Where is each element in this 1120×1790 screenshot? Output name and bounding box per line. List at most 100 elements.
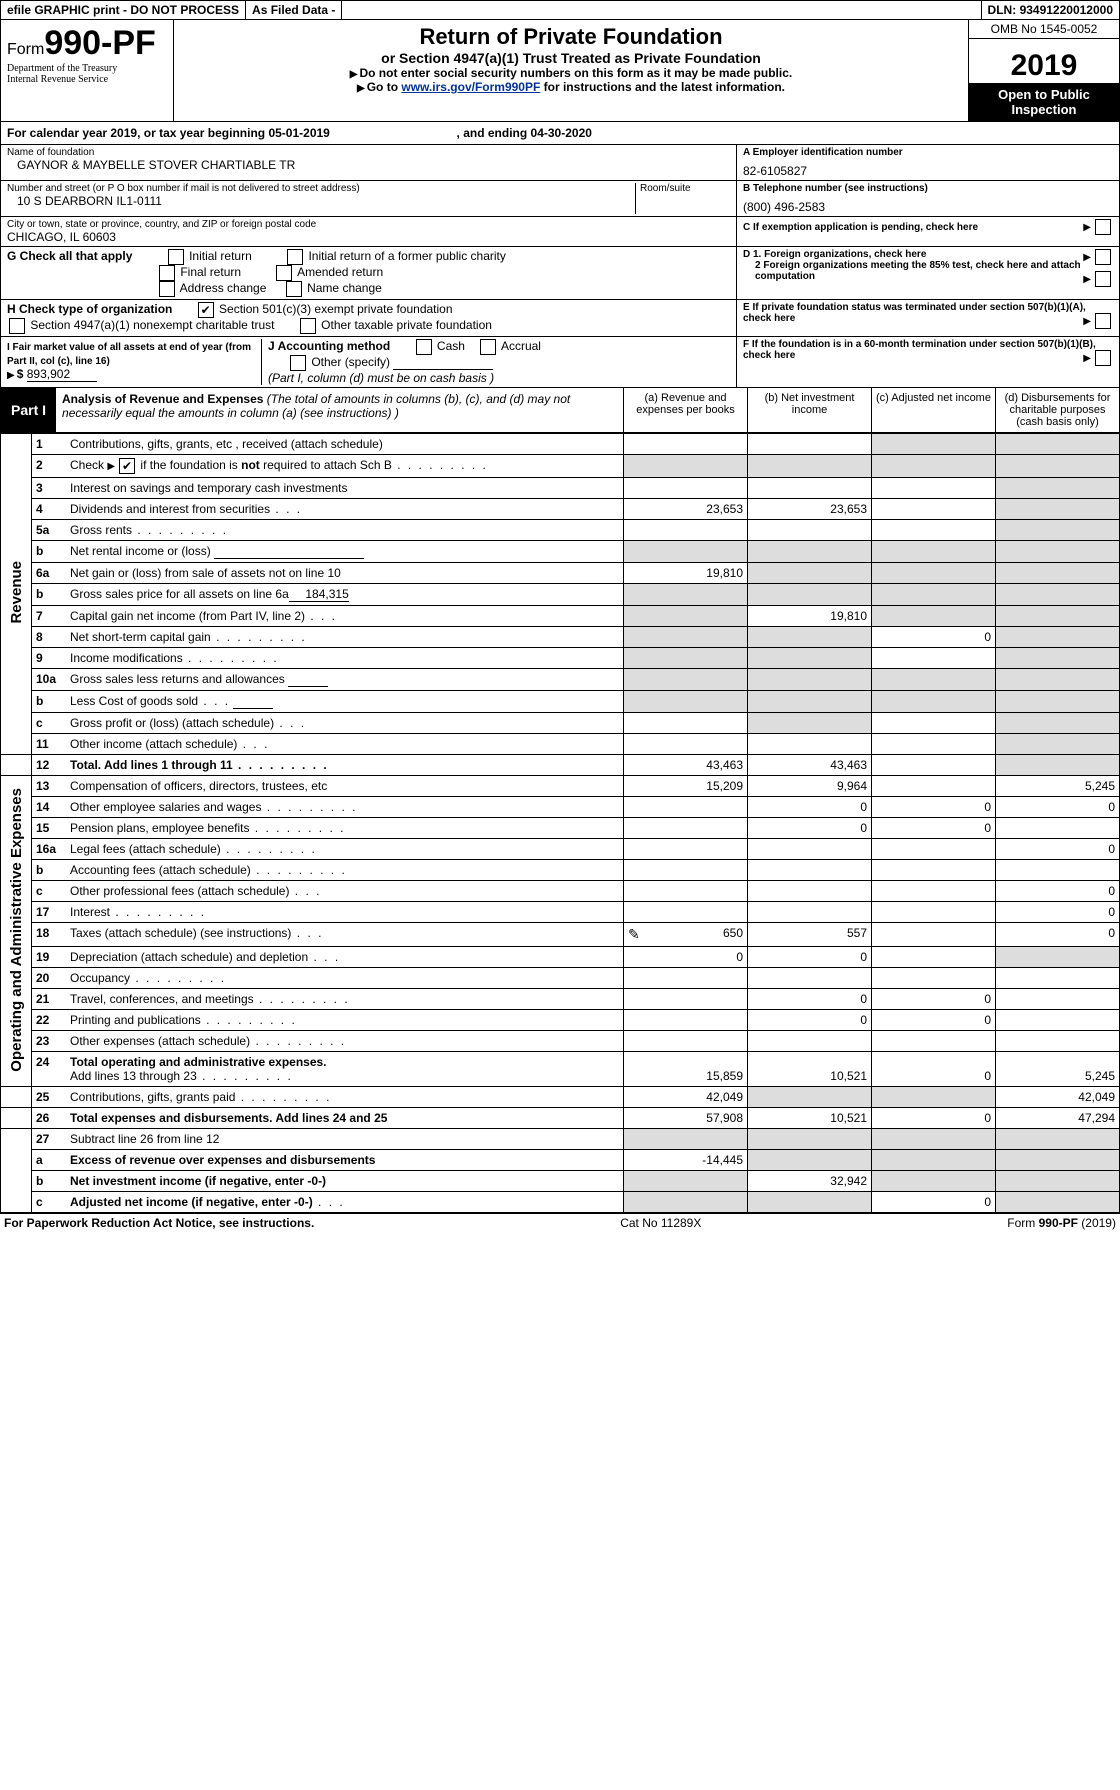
opt-initial-return: Initial return: [189, 249, 252, 263]
checkbox-e[interactable]: [1095, 313, 1111, 329]
checkbox-4947[interactable]: [9, 318, 25, 334]
line-26-col-b: 10,521: [748, 1108, 872, 1129]
table-row: 19 Depreciation (attach schedule) and de…: [1, 947, 1120, 968]
line-9-desc: Income modifications: [66, 648, 624, 669]
line-24-col-d: 5,245: [996, 1052, 1120, 1087]
checkbox-name-change[interactable]: [286, 281, 302, 297]
checkbox-other-method[interactable]: [290, 355, 306, 371]
col-b-header: (b) Net investment income: [748, 388, 872, 432]
line-3-desc: Interest on savings and temporary cash i…: [66, 478, 624, 499]
line-16a-col-d: 0: [996, 839, 1120, 860]
line-6b-inset: 184,315: [289, 587, 349, 602]
line-24-col-a: 15,859: [624, 1052, 748, 1087]
arrow-icon: [1083, 219, 1093, 233]
line-14-col-d: 0: [996, 797, 1120, 818]
checkbox-d1[interactable]: [1095, 249, 1111, 265]
room-label: Room/suite: [640, 183, 730, 194]
form-header: Form990-PF Department of the Treasury In…: [0, 20, 1120, 122]
irs-link[interactable]: www.irs.gov/Form990PF: [401, 80, 540, 94]
checkbox-other-taxable[interactable]: [300, 318, 316, 334]
checkbox-address-change[interactable]: [159, 281, 175, 297]
checkbox-f[interactable]: [1095, 350, 1111, 366]
topbar-spacer: [342, 1, 981, 19]
checkbox-sch-b[interactable]: ✔: [119, 458, 135, 474]
table-row: 17 Interest 0: [1, 902, 1120, 923]
cal-end: 04-30-2020: [531, 126, 592, 140]
line-6a-desc: Net gain or (loss) from sale of assets n…: [66, 563, 624, 584]
form-number: 990-PF: [44, 24, 156, 62]
line-22-desc: Printing and publications: [66, 1010, 624, 1031]
box-c-label: C If exemption application is pending, c…: [743, 222, 978, 233]
city-value: CHICAGO, IL 60603: [7, 230, 730, 244]
checkbox-cash[interactable]: [416, 339, 432, 355]
name-ein-row: Name of foundation GAYNOR & MAYBELLE STO…: [0, 145, 1120, 181]
form-prefix: Form: [7, 41, 44, 58]
box-j-label: J Accounting method: [268, 339, 390, 353]
opt-other: Other (specify): [311, 355, 390, 369]
fmv-prefix: $: [17, 367, 24, 381]
line-27b-desc: Net investment income (if negative, ente…: [66, 1171, 624, 1192]
line-12-desc: Total. Add lines 1 through 11: [66, 755, 624, 776]
line-16a-desc: Legal fees (attach schedule): [66, 839, 624, 860]
line-18-col-d: 0: [996, 923, 1120, 947]
page-footer: For Paperwork Reduction Act Notice, see …: [0, 1213, 1120, 1232]
line-19-desc: Depreciation (attach schedule) and deple…: [66, 947, 624, 968]
ein-value: 82-6105827: [743, 158, 1113, 178]
year-block: OMB No 1545-0052 2019 Open to Public Ins…: [968, 20, 1119, 121]
box-i-label: I Fair market value of all assets at end…: [7, 342, 251, 367]
line-16c-col-d: 0: [996, 881, 1120, 902]
expenses-vertical-label: Operating and Administrative Expenses: [1, 776, 32, 1087]
checkbox-501c3[interactable]: ✔: [198, 302, 214, 318]
table-row: 25 Contributions, gifts, grants paid 42,…: [1, 1087, 1120, 1108]
line-10b-desc: Less Cost of goods sold: [66, 691, 624, 713]
tax-year: 2019: [969, 39, 1119, 83]
line-18-col-b: 557: [748, 923, 872, 947]
arrow-icon: [1083, 316, 1093, 327]
table-row: 15 Pension plans, employee benefits 0 0: [1, 818, 1120, 839]
table-row: 24 Total operating and administrative ex…: [1, 1052, 1120, 1087]
part1-header: Part I Analysis of Revenue and Expenses …: [0, 388, 1120, 433]
checkbox-final-return[interactable]: [159, 265, 175, 281]
line-7-desc: Capital gain net income (from Part IV, l…: [66, 606, 624, 627]
line-26-col-d: 47,294: [996, 1108, 1120, 1129]
line-21-col-c: 0: [872, 989, 996, 1010]
table-row: 14 Other employee salaries and wages 0 0…: [1, 797, 1120, 818]
checkbox-amended-return[interactable]: [276, 265, 292, 281]
form-title: Return of Private Foundation: [180, 24, 962, 50]
open-to-public: Open to Public Inspection: [969, 83, 1119, 121]
ein-label: A Employer identification number: [743, 147, 1113, 158]
dept-treasury: Department of the Treasury: [7, 63, 167, 74]
line-13-col-b: 9,964: [748, 776, 872, 797]
line-10a-desc: Gross sales less returns and allowances: [66, 669, 624, 691]
line-17-col-d: 0: [996, 902, 1120, 923]
line-27a-desc: Excess of revenue over expenses and disb…: [66, 1150, 624, 1171]
opt-address-change: Address change: [180, 281, 267, 295]
line-11-desc: Other income (attach schedule): [66, 734, 624, 755]
table-row: 23 Other expenses (attach schedule): [1, 1031, 1120, 1052]
form-number-block: Form990-PF Department of the Treasury In…: [1, 20, 174, 121]
line-24-desc: Total operating and administrative expen…: [66, 1052, 624, 1087]
footer-mid: Cat No 11289X: [620, 1216, 701, 1230]
checkbox-c[interactable]: [1095, 219, 1111, 235]
line-5a-desc: Gross rents: [66, 520, 624, 541]
line-20-desc: Occupancy: [66, 968, 624, 989]
address-tel-row: Number and street (or P O box number if …: [0, 181, 1120, 217]
cal-begin: 05-01-2019: [268, 126, 329, 140]
pen-icon[interactable]: ✎: [628, 926, 640, 943]
checkbox-accrual[interactable]: [480, 339, 496, 355]
line-18-desc: Taxes (attach schedule) (see instruction…: [66, 923, 624, 947]
table-row: 21 Travel, conferences, and meetings 0 0: [1, 989, 1120, 1010]
checkbox-initial-return[interactable]: [168, 249, 184, 265]
arrow-icon: [1083, 274, 1093, 285]
table-row: 11 Other income (attach schedule): [1, 734, 1120, 755]
opt-final-return: Final return: [180, 265, 241, 279]
arrow-icon: [1083, 252, 1093, 263]
line-27c-desc: Adjusted net income (if negative, enter …: [66, 1192, 624, 1213]
line-25-desc: Contributions, gifts, grants paid: [66, 1087, 624, 1108]
checkbox-initial-former[interactable]: [287, 249, 303, 265]
line-16b-desc: Accounting fees (attach schedule): [66, 860, 624, 881]
line-14-col-c: 0: [872, 797, 996, 818]
checkbox-d2[interactable]: [1095, 271, 1111, 287]
line-13-col-a: 15,209: [624, 776, 748, 797]
line-25-col-a: 42,049: [624, 1087, 748, 1108]
